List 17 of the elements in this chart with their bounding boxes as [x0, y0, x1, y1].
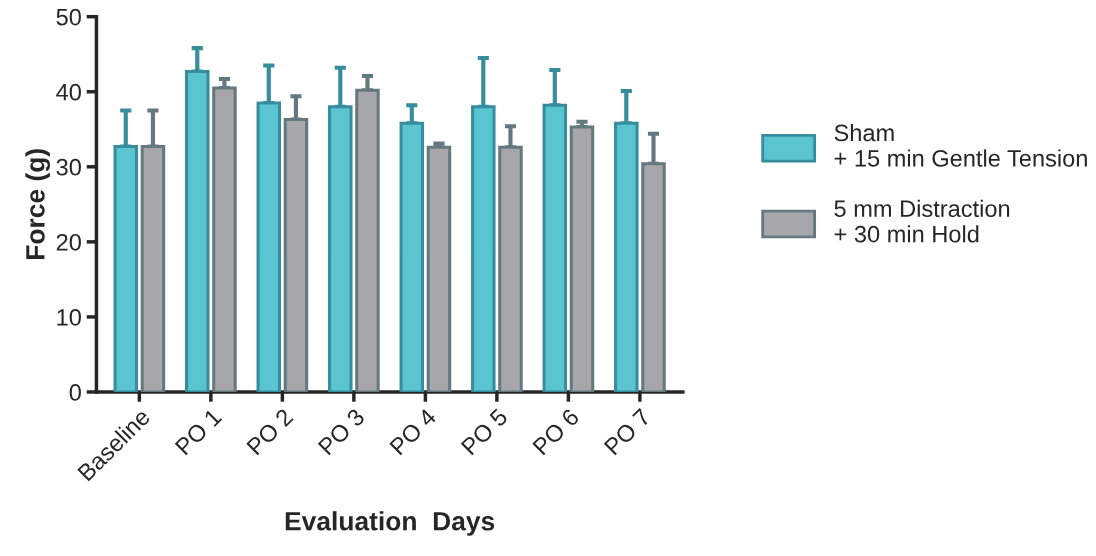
y-tick-label: 40	[56, 83, 81, 101]
x-tick-label: PO 3	[317, 407, 366, 456]
x-tick-label: PO 4	[389, 407, 438, 456]
legend-label: Sham + 15 min Gentle Tension	[834, 123, 1087, 167]
legend-label: 5 mm Distraction + 30 min Hold	[834, 199, 1010, 243]
x-tick-label: PO 6	[532, 407, 580, 456]
y-tick-label: 10	[57, 308, 81, 326]
y-tick-label: 30	[56, 158, 81, 176]
x-axis-title: Evaluation Days	[285, 511, 495, 536]
y-tick-label: 0	[69, 384, 81, 401]
y-tick-label: 20	[56, 233, 81, 251]
x-tick-label: PO 7	[603, 407, 652, 456]
y-tick-label: 50	[56, 8, 81, 26]
y-axis-title: Force (g)	[25, 149, 51, 259]
x-tick-label: PO 5	[460, 407, 509, 456]
x-tick-label: PO 2	[246, 407, 294, 456]
x-tick-label: PO 1	[174, 407, 223, 456]
